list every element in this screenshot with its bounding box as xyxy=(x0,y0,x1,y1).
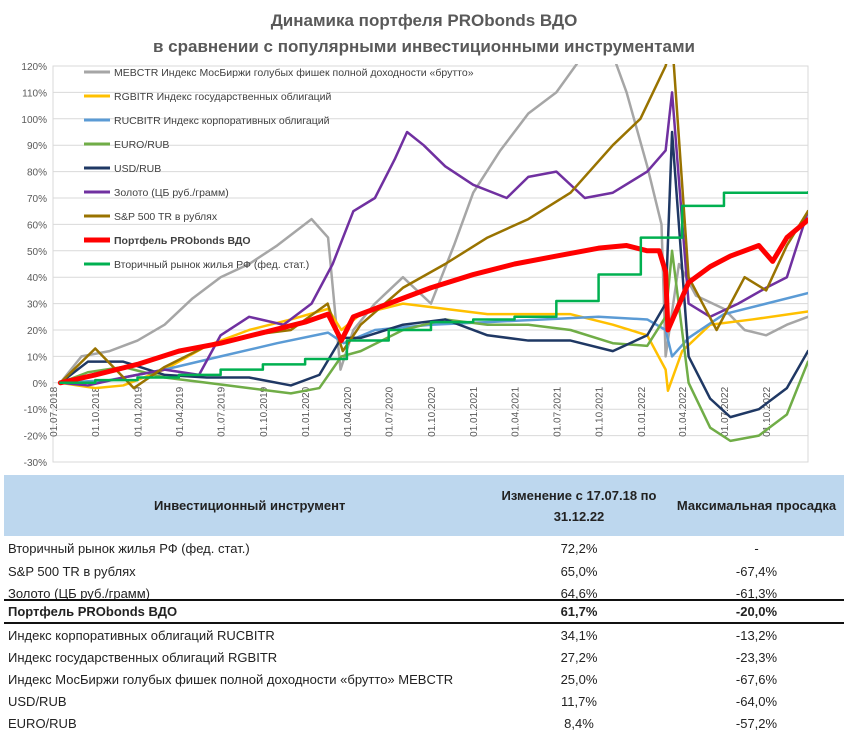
legend-entry: MEBCTR Индекс МосБиржи голубых фишек пол… xyxy=(114,67,474,79)
y-tick-label: 100% xyxy=(21,115,47,126)
row-drawdown: -13,2% xyxy=(735,628,778,643)
row-change: 61,7% xyxy=(560,604,598,619)
x-tick-label: 01.01.2021 xyxy=(469,386,480,436)
table-row: USD/RUB 11,7% -64,0% xyxy=(4,691,844,713)
y-tick-label: 50% xyxy=(27,247,47,258)
x-tick-label: 01.10.2021 xyxy=(595,386,606,436)
legend-entry: Золото (ЦБ руб./грамм) xyxy=(114,187,229,199)
series-group xyxy=(57,64,808,443)
row-drawdown: - xyxy=(754,541,759,556)
table-row: S&P 500 TR в рублях 65,0% -67,4% xyxy=(4,561,844,583)
header-instrument: Инвестиционный инструмент xyxy=(154,498,346,513)
legend-entry: USD/RUB xyxy=(114,163,161,175)
row-change: 25,0% xyxy=(560,672,598,687)
header-drawdown: Максимальная просадка xyxy=(676,498,837,513)
y-tick-label: -30% xyxy=(24,458,47,469)
x-tick-label: 01.01.2019 xyxy=(134,386,145,436)
y-tick-label: 30% xyxy=(27,300,47,311)
series-line xyxy=(57,217,808,386)
chart-subtitle: в сравнении с популярными инвестиционным… xyxy=(153,37,695,56)
row-change: 72,2% xyxy=(560,541,598,556)
x-tick-label: 01.04.2019 xyxy=(175,386,186,436)
x-tick-label: 01.07.2018 xyxy=(49,386,60,436)
row-instrument: S&P 500 TR в рублях xyxy=(8,564,136,579)
x-tick-label: 01.10.2020 xyxy=(427,386,438,436)
row-separator xyxy=(4,599,844,601)
x-tick-label: 01.01.2022 xyxy=(637,386,648,436)
row-drawdown: -20,0% xyxy=(735,604,778,619)
line-chart: 120% 110% 100% 90% 80% 70% 60% 50% 40% 30% 20% 10% 0… xyxy=(21,62,809,469)
legend-entry: EURO/RUB xyxy=(114,139,169,151)
y-tick-label: 70% xyxy=(27,194,47,205)
y-tick-label: 110% xyxy=(22,88,47,99)
row-drawdown: -61,3% xyxy=(735,586,778,601)
x-tick-label: 01.07.2019 xyxy=(217,386,228,436)
y-tick-label: 90% xyxy=(27,141,47,152)
row-drawdown: -64,0% xyxy=(735,694,778,709)
table-row: EURO/RUB 8,4% -57,2% xyxy=(4,713,844,735)
row-change: 8,4% xyxy=(564,716,594,731)
row-drawdown: -67,4% xyxy=(735,564,778,579)
series-line xyxy=(59,190,808,385)
y-tick-label: 120% xyxy=(21,62,47,73)
y-tick-label: 20% xyxy=(27,326,47,337)
x-tick-label: 01.04.2020 xyxy=(343,386,354,436)
legend-entry: Вторичный рынок жилья РФ (фед. стат.) xyxy=(114,259,309,271)
series-line xyxy=(59,130,808,419)
legend-entry: Портфель PRObonds ВДО xyxy=(114,235,251,247)
x-tick-label: 01.10.2022 xyxy=(762,386,773,436)
table-row: Вторичный рынок жилья РФ (фед. стат.) 72,… xyxy=(4,538,844,560)
table-row: Индекс государственных облигаций RGBITR 2… xyxy=(4,647,844,669)
y-tick-label: -20% xyxy=(24,432,47,443)
row-drawdown: -23,3% xyxy=(735,650,778,665)
header-change-line1: Изменение с 17.07.18 по xyxy=(501,488,657,503)
y-tick-label: 10% xyxy=(27,352,47,363)
row-change: 27,2% xyxy=(560,650,598,665)
row-change: 11,7% xyxy=(561,694,597,709)
header-change-line2: 31.12.22 xyxy=(553,509,605,524)
series-line xyxy=(59,91,808,387)
y-tick-label: -10% xyxy=(24,405,47,416)
legend-entry: S&P 500 TR в рублях xyxy=(114,211,218,223)
row-instrument: Золото (ЦБ руб./грамм) xyxy=(8,586,151,601)
y-tick-label: 0% xyxy=(33,379,48,390)
table-row: Индекс корпоративных облигаций RUCBITR 34… xyxy=(4,625,844,647)
row-instrument: Индекс МосБиржи голубых фишек полной дох… xyxy=(8,672,454,687)
row-instrument: Портфель PRObonds ВДО xyxy=(8,604,178,619)
series-line xyxy=(59,249,808,443)
legend-entry: RUCBITR Индекс корпоративных облигаций xyxy=(114,115,330,127)
x-tick-label: 01.10.2018 xyxy=(91,386,102,436)
x-tick-label: 01.01.2020 xyxy=(301,386,312,436)
y-tick-label: 80% xyxy=(27,168,47,179)
table-row: Портфель PRObonds ВДО 61,7% -20,0% xyxy=(4,601,844,623)
x-tick-label: 01.10.2019 xyxy=(259,386,270,436)
row-instrument: Индекс корпоративных облигаций RUCBITR xyxy=(8,628,275,643)
table-row: Индекс МосБиржи голубых фишек полной дох… xyxy=(4,669,844,691)
x-tick-label: 01.04.2021 xyxy=(511,386,522,436)
legend-entry: RGBITR Индекс государственных облигаций xyxy=(114,91,332,103)
row-change: 64,6% xyxy=(560,586,598,601)
x-tick-label: 01.07.2021 xyxy=(552,386,563,436)
row-instrument: Индекс государственных облигаций RGBITR xyxy=(8,650,278,665)
table-header: Инвестиционный инструмент Изменение с 17… xyxy=(4,475,844,536)
chart-title: Динамика портфеля PRObonds ВДО xyxy=(270,11,578,30)
row-drawdown: -67,6% xyxy=(735,672,778,687)
row-instrument: USD/RUB xyxy=(8,694,67,709)
row-change: 65,0% xyxy=(560,564,598,579)
x-tick-label: 01.07.2020 xyxy=(385,386,396,436)
row-change: 34,1% xyxy=(560,628,598,643)
table-row: Золото (ЦБ руб./грамм) 64,6% -61,3% xyxy=(4,583,844,605)
series-line xyxy=(59,291,808,385)
y-tick-label: 40% xyxy=(27,273,47,284)
row-instrument: EURO/RUB xyxy=(8,716,77,731)
x-tick-label: 01.04.2022 xyxy=(678,386,689,436)
row-separator xyxy=(4,622,844,624)
row-instrument: Вторичный рынок жилья РФ (фед. стат.) xyxy=(8,541,250,556)
row-drawdown: -57,2% xyxy=(735,716,778,731)
y-tick-label: 60% xyxy=(27,220,47,231)
plot-border xyxy=(52,65,809,463)
